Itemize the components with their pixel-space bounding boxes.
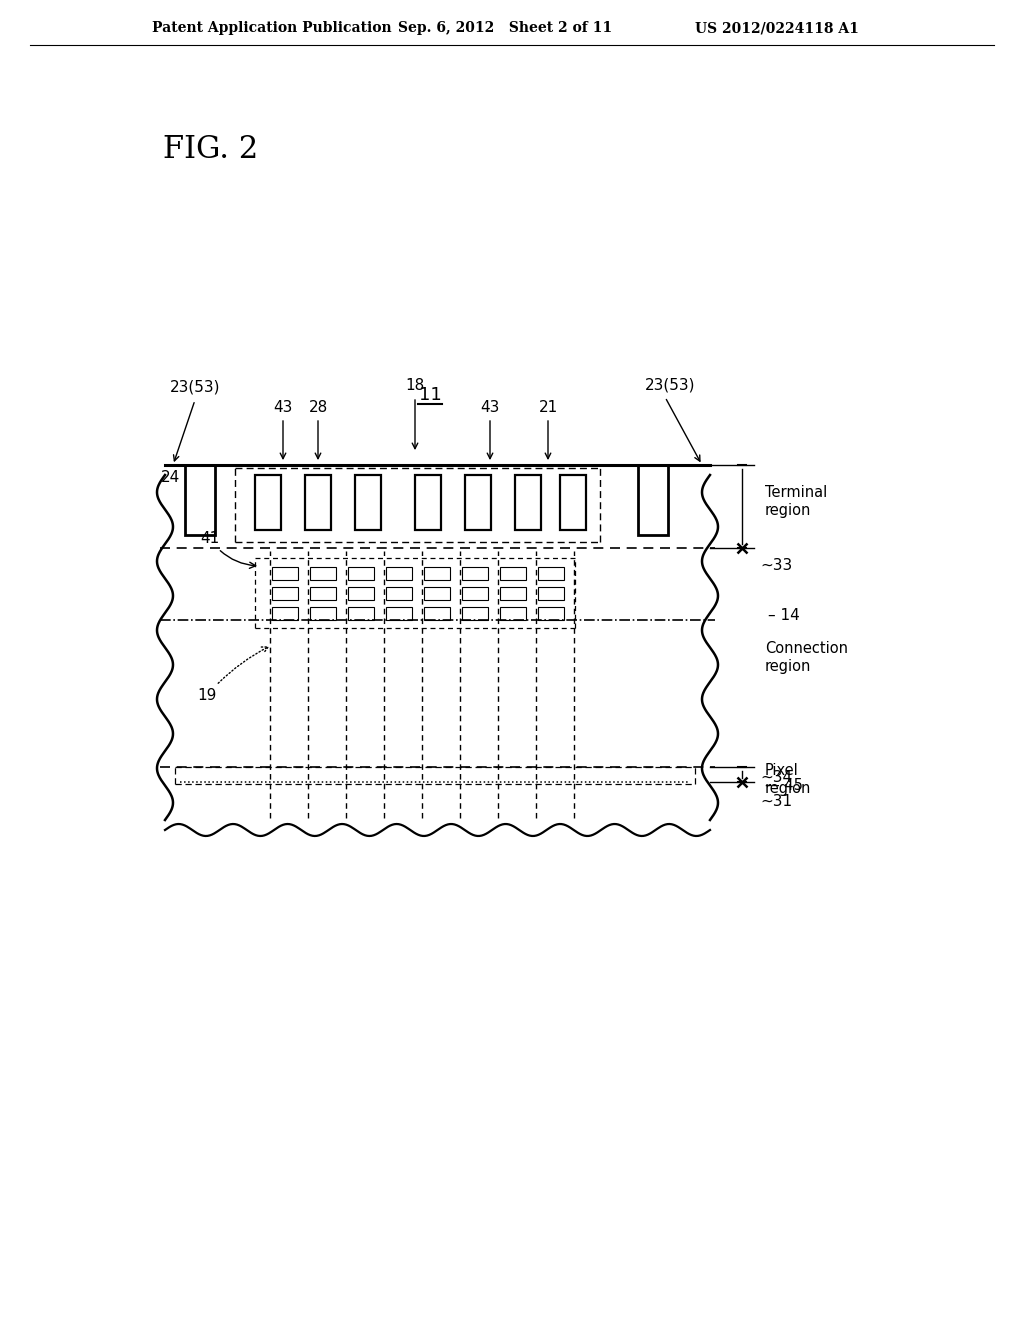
Bar (348, 568, 374, 579)
Bar (500, 568, 526, 579)
Text: 43: 43 (480, 400, 500, 416)
Text: 28: 28 (308, 400, 328, 416)
Bar (272, 568, 298, 579)
Text: –– 45: –– 45 (765, 777, 803, 792)
Text: 19: 19 (197, 647, 268, 704)
Bar (424, 587, 450, 601)
Text: Connection
region: Connection region (765, 642, 848, 673)
Text: Patent Application Publication: Patent Application Publication (152, 21, 391, 36)
Bar (462, 607, 488, 620)
Text: 23(53): 23(53) (645, 378, 695, 392)
Text: 18: 18 (406, 378, 425, 392)
Text: ~31: ~31 (760, 795, 793, 809)
Bar (462, 568, 488, 579)
Text: 23(53): 23(53) (170, 380, 220, 395)
Text: 41: 41 (200, 531, 256, 569)
Text: FIG. 2: FIG. 2 (163, 135, 258, 165)
Text: Terminal
region: Terminal region (765, 486, 827, 517)
Bar (424, 607, 450, 620)
Bar (560, 475, 586, 531)
Text: Pixel
region: Pixel region (765, 763, 811, 796)
Bar (500, 587, 526, 601)
Text: 43: 43 (273, 400, 293, 416)
Bar (386, 587, 412, 601)
Bar (355, 475, 381, 531)
Bar (462, 587, 488, 601)
Bar (348, 587, 374, 601)
Bar (500, 607, 526, 620)
Text: 24: 24 (161, 470, 180, 484)
Text: US 2012/0224118 A1: US 2012/0224118 A1 (695, 21, 859, 36)
Bar (272, 607, 298, 620)
Bar (310, 587, 336, 601)
Bar (310, 607, 336, 620)
Bar (638, 465, 668, 535)
Bar (538, 568, 564, 579)
Bar (415, 475, 441, 531)
Text: Sep. 6, 2012   Sheet 2 of 11: Sep. 6, 2012 Sheet 2 of 11 (398, 21, 612, 36)
Bar (465, 475, 490, 531)
Bar (386, 607, 412, 620)
Text: 21: 21 (539, 400, 558, 416)
Text: 11: 11 (419, 385, 441, 404)
Bar (255, 475, 281, 531)
Text: ~34: ~34 (760, 770, 793, 784)
Bar (348, 607, 374, 620)
Bar (310, 568, 336, 579)
Text: – 14: – 14 (768, 607, 800, 623)
Bar (386, 568, 412, 579)
Bar (272, 587, 298, 601)
Bar (538, 607, 564, 620)
Text: ~33: ~33 (760, 558, 793, 573)
Bar (305, 475, 331, 531)
Bar (185, 465, 215, 535)
Bar (538, 587, 564, 601)
Bar (424, 568, 450, 579)
Bar (515, 475, 541, 531)
